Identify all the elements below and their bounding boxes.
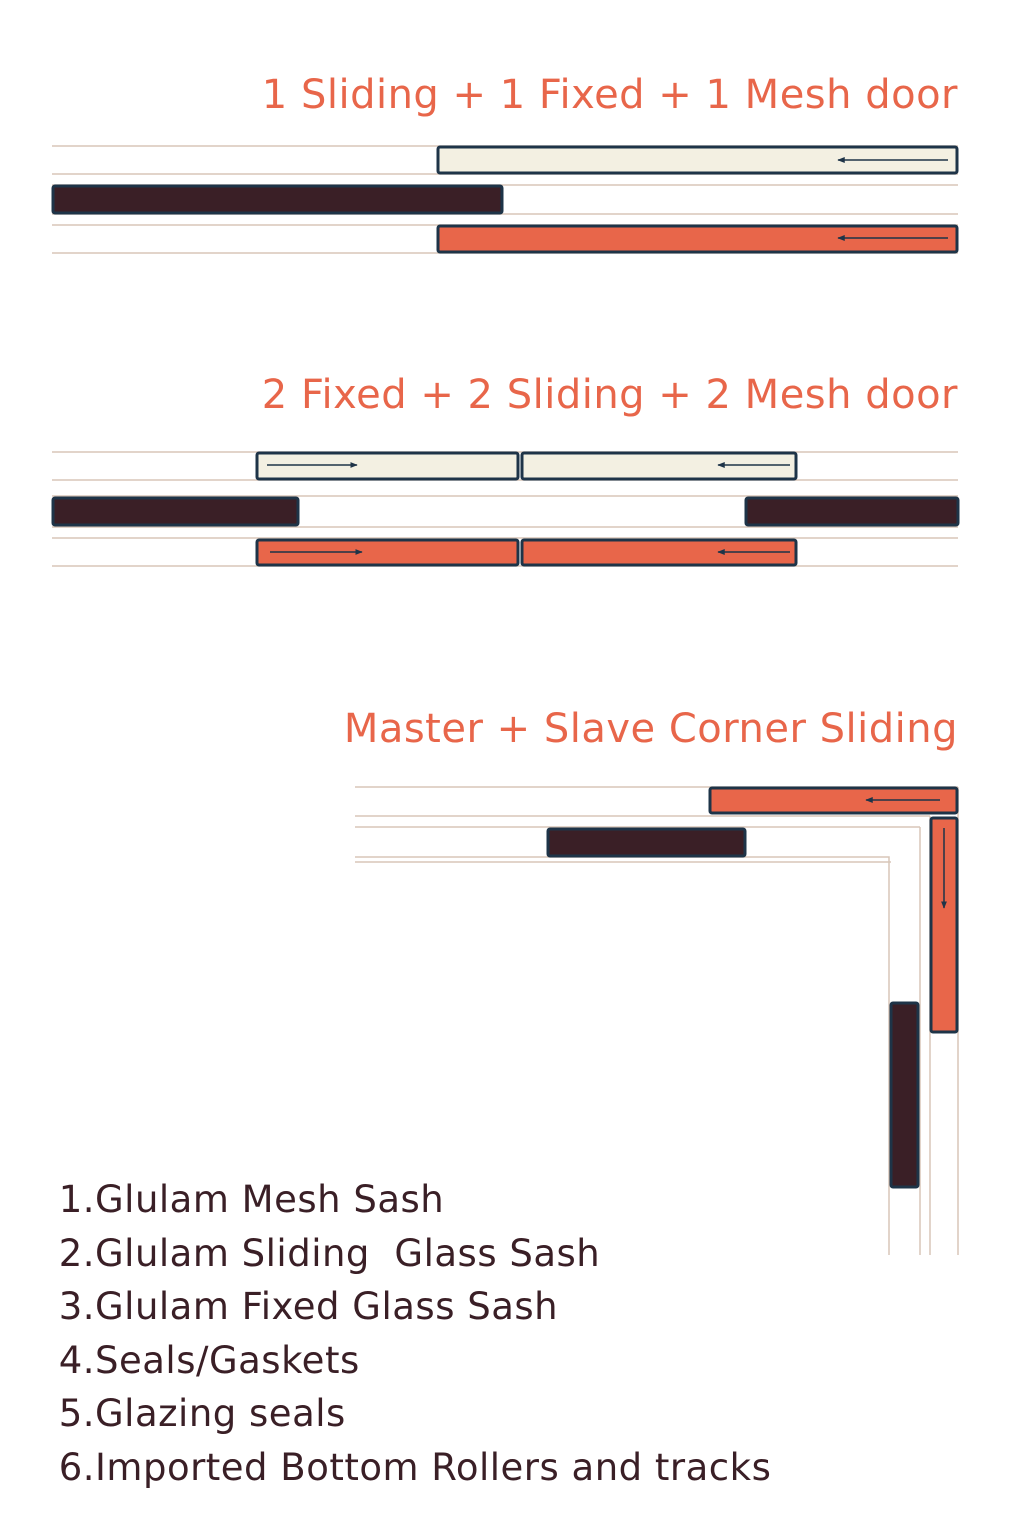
legend-item-label: Seals/Gaskets [95, 1338, 360, 1382]
sliding-sash [929, 816, 959, 1034]
mesh-sash [436, 145, 959, 175]
legend-item: 4. Seals/Gaskets [53, 1334, 771, 1388]
legend-item: 1. Glulam Mesh Sash [53, 1173, 771, 1227]
fixed-sash [744, 496, 960, 527]
legend-item: 6. Imported Bottom Rollers and tracks [53, 1441, 771, 1495]
legend-item-number: 5. [58, 1392, 95, 1436]
mesh-sash [520, 451, 798, 481]
diagram-3-title: Master + Slave Corner Sliding [343, 706, 958, 752]
sliding-sash [436, 224, 959, 254]
legend-item: 5. Glazing seals [53, 1387, 771, 1441]
legend-item: 3. Glulam Fixed Glass Sash [53, 1280, 771, 1334]
legend-item: 2. Glulam Sliding Glass Sash [53, 1227, 771, 1281]
fixed-sash [51, 184, 504, 215]
legend-item-label: Glazing seals [95, 1392, 346, 1436]
legend-item-number: 1. [58, 1178, 95, 1221]
fixed-sash [889, 1001, 920, 1189]
legend-item-label: Glulam Mesh Sash [95, 1178, 445, 1221]
fixed-sash [546, 827, 747, 858]
components-legend: 1. Glulam Mesh Sash 2. Glulam Sliding Glas… [53, 1173, 771, 1495]
fixed-sash [51, 496, 300, 527]
sliding-sash [708, 786, 959, 815]
diagram-1-drawing [51, 145, 959, 254]
legend-item-label: Glulam Sliding Glass Sash [95, 1231, 601, 1275]
legend-item-label: Imported Bottom Rollers and tracks [95, 1445, 772, 1489]
diagram-2-drawing [51, 451, 960, 567]
diagram-2-title: 2 Fixed + 2 Sliding + 2 Mesh door [261, 372, 958, 418]
legend-item-number: 3. [58, 1285, 95, 1329]
sliding-sash [520, 538, 798, 567]
legend-item-number: 2. [58, 1231, 95, 1275]
legend-item-label: Glulam Fixed Glass Sash [95, 1285, 559, 1329]
diagram-3-drawing [355, 786, 959, 1255]
legend-item-number: 6. [58, 1445, 95, 1489]
diagram-1-title: 1 Sliding + 1 Fixed + 1 Mesh door [261, 72, 958, 118]
mesh-sash [255, 451, 520, 481]
legend-item-number: 4. [58, 1338, 95, 1382]
sliding-sash [255, 538, 520, 567]
